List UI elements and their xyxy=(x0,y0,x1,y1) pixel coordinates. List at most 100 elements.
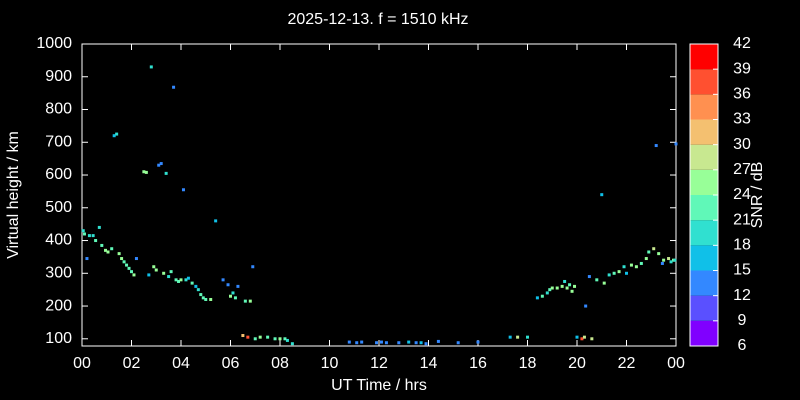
data-point xyxy=(243,299,247,303)
data-point xyxy=(407,340,411,344)
data-point xyxy=(570,289,574,293)
colorbar-tick-label: 12 xyxy=(733,287,751,304)
data-point xyxy=(573,284,577,288)
data-point xyxy=(142,170,146,174)
colorbar-tick-label: 42 xyxy=(733,35,751,52)
data-point xyxy=(283,337,287,341)
data-point xyxy=(654,144,658,148)
data-point xyxy=(236,284,240,288)
data-point xyxy=(221,278,225,282)
y-tick-label: 100 xyxy=(45,330,72,347)
data-point xyxy=(456,341,460,345)
colorbar-tick-label: 36 xyxy=(733,86,751,103)
data-point xyxy=(204,297,208,301)
x-tick-label: 10 xyxy=(321,355,339,372)
y-tick-label: 900 xyxy=(45,68,72,85)
data-point xyxy=(122,260,126,264)
data-point xyxy=(414,341,418,345)
x-axis-label: UT Time / hrs xyxy=(331,377,427,394)
colorbar-segment xyxy=(690,320,718,346)
data-point xyxy=(625,271,628,275)
colorbar-segment xyxy=(690,195,718,221)
data-point xyxy=(82,232,86,236)
data-point xyxy=(548,288,552,292)
colorbar-tick-label: 33 xyxy=(733,111,751,128)
data-point xyxy=(617,270,621,274)
data-point xyxy=(226,283,230,287)
data-point xyxy=(164,171,168,175)
data-point xyxy=(639,261,643,265)
colorbar-segment xyxy=(690,44,718,70)
data-point xyxy=(87,234,91,238)
data-point xyxy=(110,247,114,251)
data-point xyxy=(540,294,544,298)
data-point xyxy=(186,276,190,280)
data-point xyxy=(214,219,218,223)
data-point xyxy=(584,304,588,308)
data-point xyxy=(229,294,232,298)
data-point xyxy=(508,335,512,339)
colorbar-segment xyxy=(690,295,718,321)
y-tick-label: 500 xyxy=(45,199,72,216)
x-tick-label: 04 xyxy=(172,355,190,372)
data-point xyxy=(278,337,282,341)
colorbar-tick-label: 24 xyxy=(733,186,751,203)
data-point xyxy=(622,265,626,269)
data-point xyxy=(595,278,599,282)
data-point xyxy=(476,340,480,344)
data-point xyxy=(233,296,237,300)
data-point xyxy=(106,250,110,254)
data-point xyxy=(590,337,594,341)
plot-frame xyxy=(81,43,677,347)
data-point xyxy=(419,341,423,345)
data-point xyxy=(179,278,183,282)
y-tick-label: 800 xyxy=(45,101,72,118)
x-tick-label: 06 xyxy=(222,355,240,372)
data-point xyxy=(117,252,121,256)
data-point xyxy=(580,337,584,341)
data-point xyxy=(436,339,440,343)
data-point xyxy=(360,340,364,344)
data-point xyxy=(384,341,388,345)
y-axis-label: Virtual height / km xyxy=(5,131,22,259)
data-point xyxy=(397,341,401,345)
data-point xyxy=(560,284,564,288)
data-point xyxy=(657,252,661,256)
colorbar-tick-label: 27 xyxy=(733,161,751,178)
data-point xyxy=(669,260,673,264)
data-point xyxy=(379,340,383,344)
data-point xyxy=(132,273,136,277)
data-point xyxy=(607,273,611,277)
data-point xyxy=(375,341,379,345)
data-point xyxy=(253,337,257,341)
data-point xyxy=(535,296,539,300)
colorbar-segment xyxy=(690,245,718,271)
colorbar-tick-label: 30 xyxy=(733,136,751,153)
x-tick-label: 12 xyxy=(370,355,388,372)
data-point xyxy=(104,248,108,252)
data-point xyxy=(91,234,95,238)
data-point xyxy=(201,296,205,300)
data-point xyxy=(241,334,245,338)
data-point xyxy=(196,288,200,292)
data-point xyxy=(190,281,194,285)
data-point xyxy=(172,85,176,89)
colorbar-segment xyxy=(690,220,718,246)
data-point xyxy=(177,279,181,283)
colorbar-tick-label: 15 xyxy=(733,262,751,279)
colorbar-segment xyxy=(690,94,718,120)
data-point xyxy=(120,257,124,261)
data-point xyxy=(246,335,250,339)
data-point xyxy=(231,291,235,295)
y-tick-label: 700 xyxy=(45,133,72,150)
data-point xyxy=(563,279,567,283)
data-point xyxy=(266,335,270,339)
data-point xyxy=(174,278,178,282)
colorbar-segment xyxy=(690,169,718,195)
x-tick-label: 14 xyxy=(420,355,438,372)
colorbar-segment xyxy=(690,270,718,296)
data-point xyxy=(612,271,616,275)
data-point xyxy=(555,286,559,290)
data-point xyxy=(199,293,203,297)
